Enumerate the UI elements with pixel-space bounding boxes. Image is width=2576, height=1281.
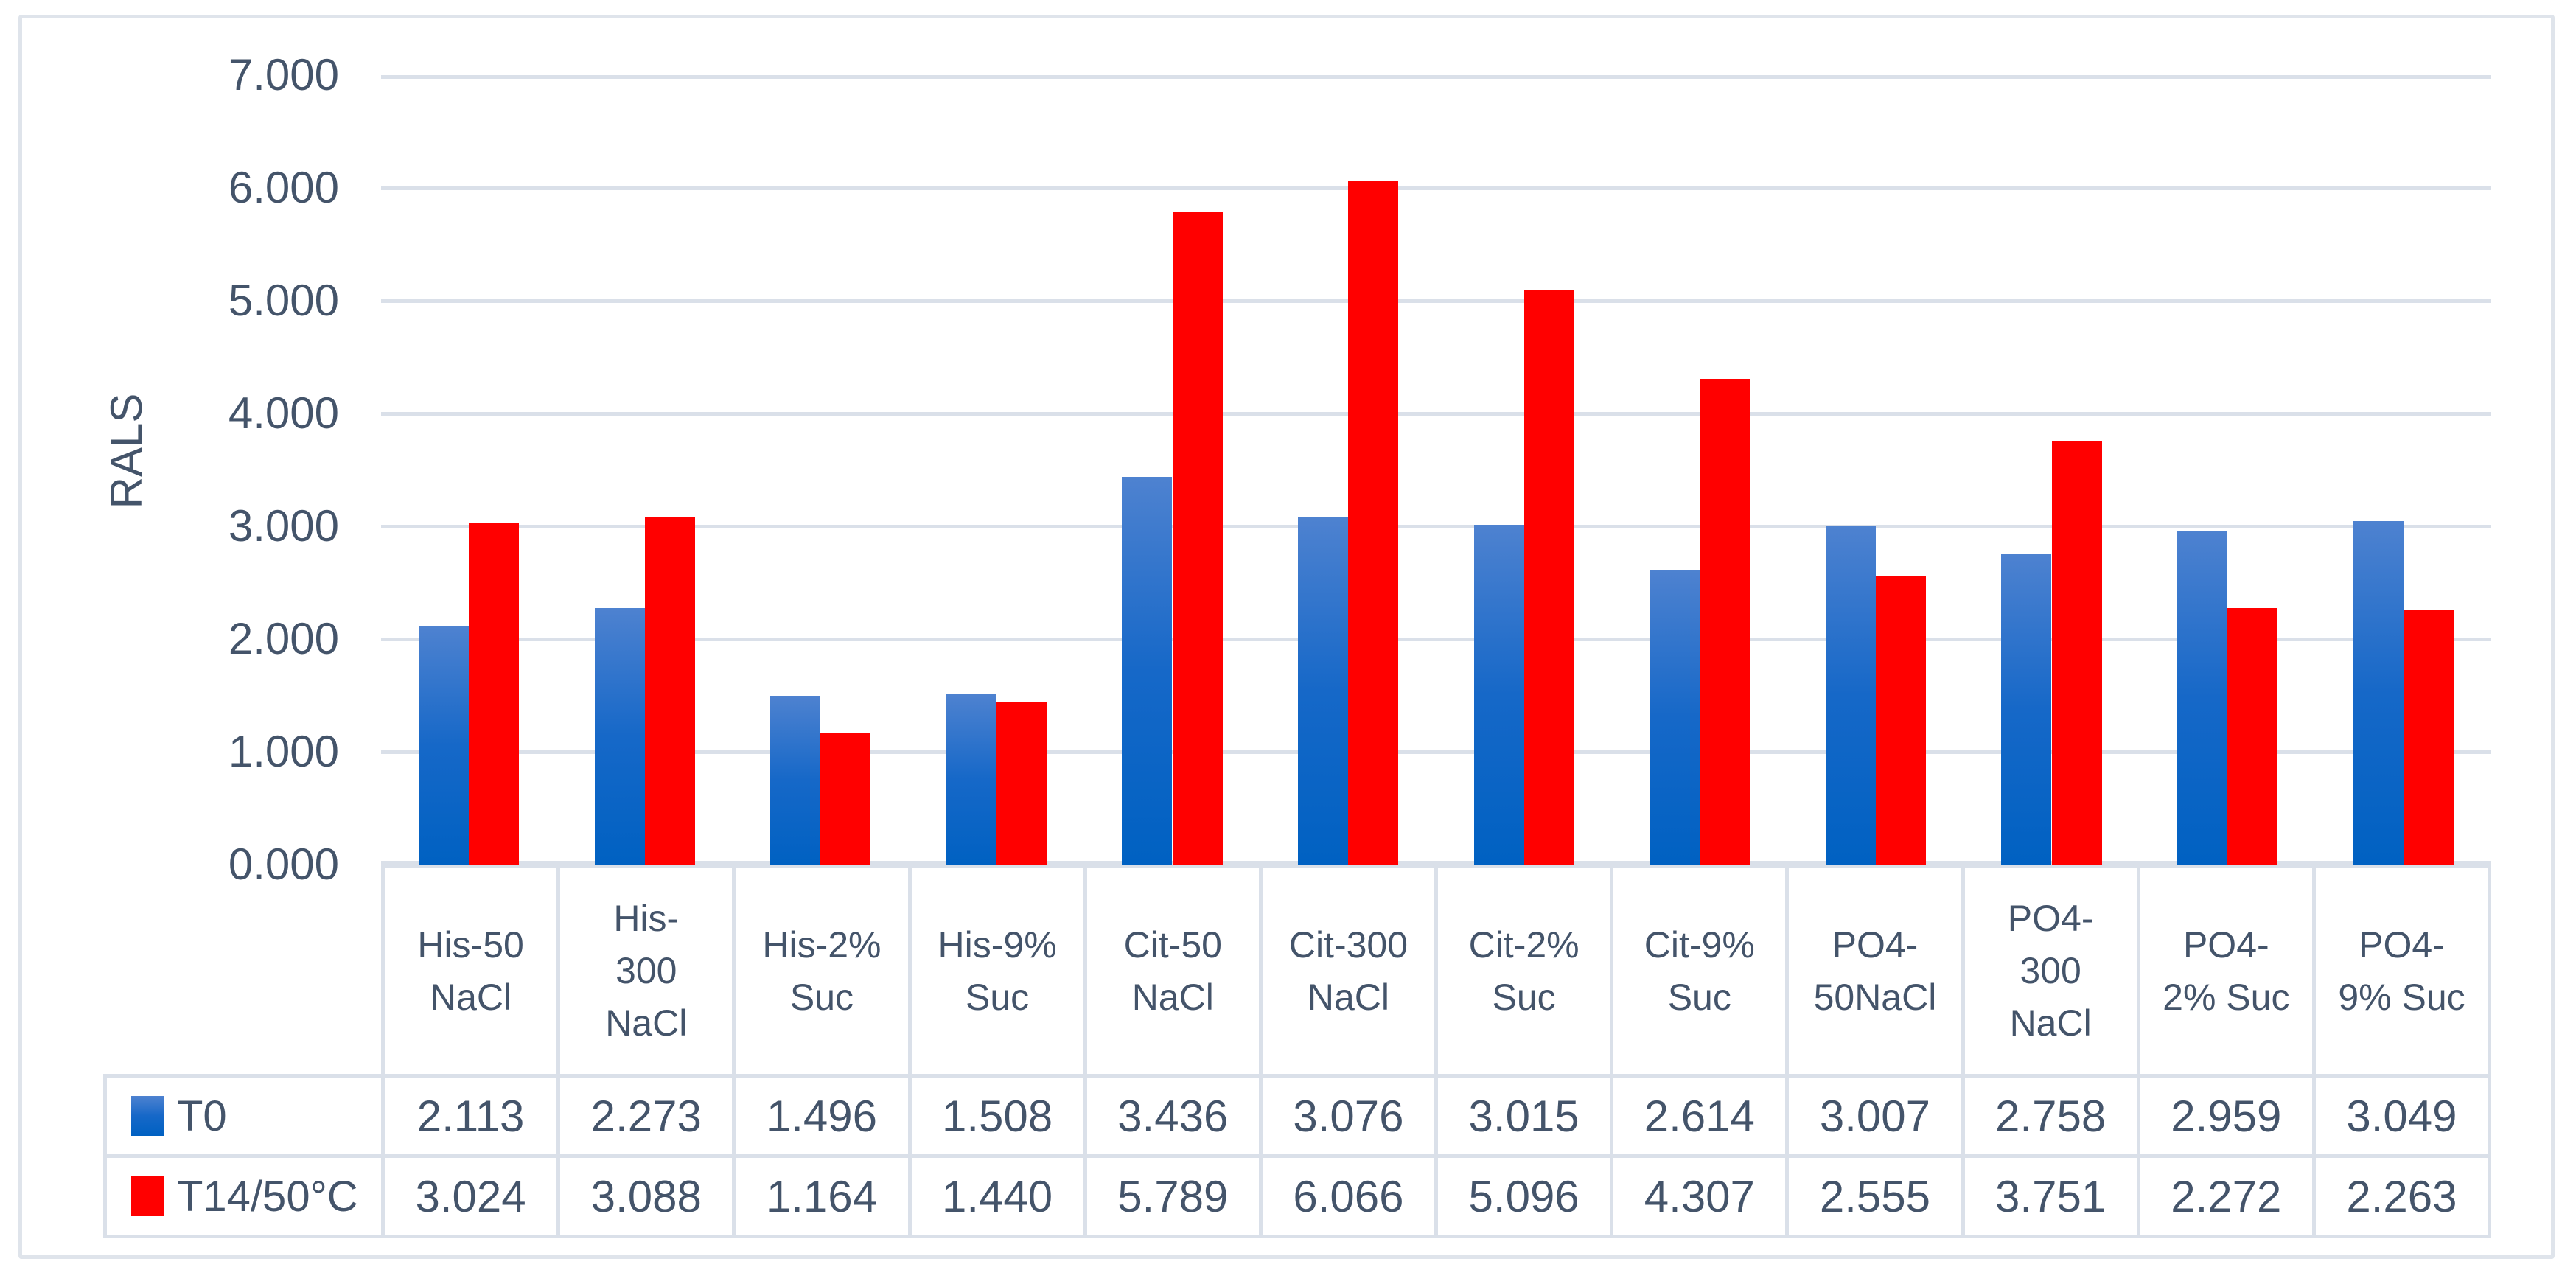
bar-t14 xyxy=(820,733,870,865)
bar-t0 xyxy=(1474,525,1524,865)
legend-label: T14/50°C xyxy=(177,1172,358,1221)
category-header-cell: PO4- 50NaCl xyxy=(1785,868,1961,1074)
table-value-cell: 1.440 xyxy=(907,1158,1083,1235)
bar-t14 xyxy=(1348,181,1398,865)
gridline xyxy=(381,525,2491,528)
table-value-cell: 6.066 xyxy=(1258,1158,1434,1235)
category-header-cell: His- 300 NaCl xyxy=(556,868,732,1074)
bar-t0 xyxy=(419,626,469,865)
legend-swatch-t14 xyxy=(131,1176,164,1216)
category-header-cell: His-9% Suc xyxy=(907,868,1083,1074)
bar-t0 xyxy=(2001,554,2051,865)
category-header-cell: PO4- 2% Suc xyxy=(2136,868,2312,1074)
table-value-cell: 3.088 xyxy=(556,1158,732,1235)
y-tick-label: 1.000 xyxy=(228,727,339,776)
chart-outer-border xyxy=(18,15,2555,1259)
bar-t0 xyxy=(1298,517,1348,865)
bar-t0 xyxy=(1826,526,1876,865)
y-tick-label: 2.000 xyxy=(228,614,339,663)
y-tick-label: 3.000 xyxy=(228,501,339,551)
bar-t14 xyxy=(2052,441,2102,865)
y-tick-label: 7.000 xyxy=(228,50,339,100)
bar-t14 xyxy=(1524,290,1574,865)
bar-t0 xyxy=(2177,531,2227,865)
bar-t14 xyxy=(1876,576,1926,865)
y-axis-title: RALS xyxy=(102,393,151,509)
table-value-cell: 1.496 xyxy=(732,1078,907,1154)
bar-t14 xyxy=(1700,379,1750,865)
table-value-cell: 5.789 xyxy=(1083,1158,1259,1235)
category-header-cell: Cit-9% Suc xyxy=(1610,868,1785,1074)
table-value-cell: 2.263 xyxy=(2311,1158,2492,1235)
gridline xyxy=(381,750,2491,754)
table-value-cell: 4.307 xyxy=(1610,1158,1785,1235)
category-header-cell: PO4- 300 NaCl xyxy=(1961,868,2137,1074)
plot-area xyxy=(381,75,2491,865)
bar-t14 xyxy=(645,517,695,865)
bar-t0 xyxy=(2353,521,2404,865)
table-value-cell: 3.049 xyxy=(2311,1078,2492,1154)
bar-t0 xyxy=(1122,477,1172,865)
category-header-row: His-50 NaCl His- 300 NaCl His-2% Suc His-9% Suc C… xyxy=(381,865,2492,1074)
bar-t0 xyxy=(946,694,996,865)
y-tick-label: 0.000 xyxy=(228,840,339,889)
gridline xyxy=(381,299,2491,303)
bar-t14 xyxy=(2227,608,2277,865)
table-row-t0: T0 2.113 2.273 1.496 1.508 3.436 3.076 3.015 2.6… xyxy=(103,1074,2492,1154)
table-value-cell: 3.007 xyxy=(1785,1078,1961,1154)
bar-t0 xyxy=(1650,570,1700,865)
table-value-cell: 3.024 xyxy=(381,1158,556,1235)
table-value-cell: 3.076 xyxy=(1258,1078,1434,1154)
gridline xyxy=(381,412,2491,416)
gridline xyxy=(381,75,2491,79)
gridline xyxy=(381,638,2491,641)
table-value-cell: 2.959 xyxy=(2136,1078,2312,1154)
legend-cell: T0 xyxy=(103,1078,381,1154)
table-value-cell: 3.436 xyxy=(1083,1078,1259,1154)
y-tick-label: 6.000 xyxy=(228,163,339,212)
table-value-cell: 2.113 xyxy=(381,1078,556,1154)
table-value-cell: 1.164 xyxy=(732,1158,907,1235)
y-tick-label: 5.000 xyxy=(228,276,339,325)
category-header-cell: Cit-2% Suc xyxy=(1434,868,1610,1074)
legend-swatch-t0 xyxy=(131,1096,164,1136)
table-value-cell: 5.096 xyxy=(1434,1158,1610,1235)
table-value-cell: 2.614 xyxy=(1610,1078,1785,1154)
bar-t0 xyxy=(770,696,820,865)
bar-t14 xyxy=(469,523,519,865)
table-value-cell: 3.751 xyxy=(1961,1158,2137,1235)
category-header-cell: His-50 NaCl xyxy=(381,868,556,1074)
gridline xyxy=(381,186,2491,190)
table-value-cell: 2.273 xyxy=(556,1078,732,1154)
table-value-cell: 2.555 xyxy=(1785,1158,1961,1235)
bar-t14 xyxy=(2404,610,2454,865)
table-value-cell: 2.758 xyxy=(1961,1078,2137,1154)
legend-cell: T14/50°C xyxy=(103,1158,381,1235)
table-value-cell: 1.508 xyxy=(907,1078,1083,1154)
table-row-t14: T14/50°C 3.024 3.088 1.164 1.440 5.789 6.066 5.… xyxy=(103,1154,2492,1238)
table-value-cell: 3.015 xyxy=(1434,1078,1610,1154)
bar-t14 xyxy=(996,702,1047,865)
category-header-cell: Cit-50 NaCl xyxy=(1083,868,1259,1074)
table-value-cell: 2.272 xyxy=(2136,1158,2312,1235)
category-header-cell: PO4- 9% Suc xyxy=(2311,868,2492,1074)
bar-t0 xyxy=(595,608,645,865)
category-header-cell: Cit-300 NaCl xyxy=(1258,868,1434,1074)
y-tick-label: 4.000 xyxy=(228,388,339,438)
legend-label: T0 xyxy=(177,1092,227,1140)
gridline xyxy=(381,861,2491,865)
bar-t14 xyxy=(1173,212,1223,865)
category-header-cell: His-2% Suc xyxy=(732,868,907,1074)
